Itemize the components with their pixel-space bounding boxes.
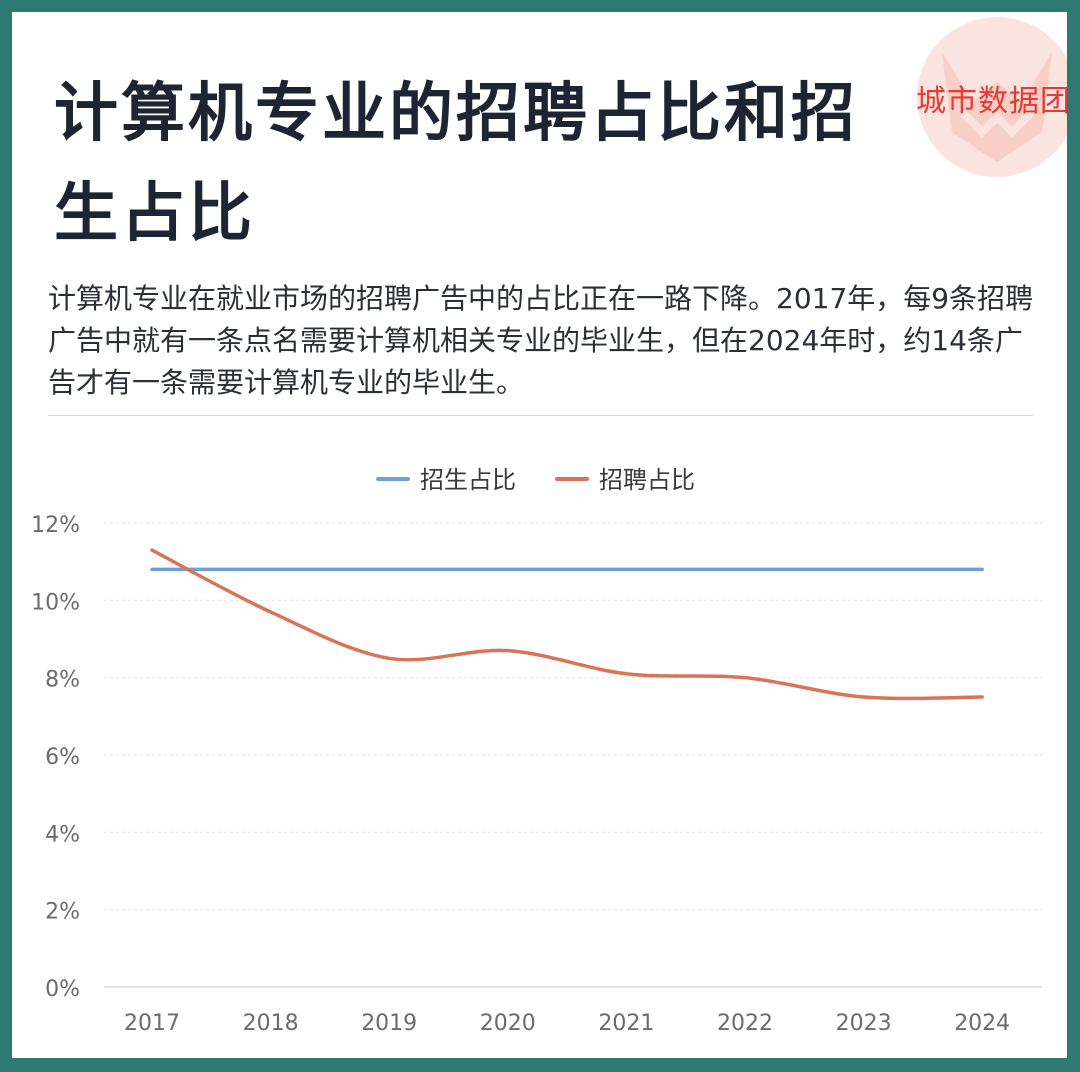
y-tick-label: 2% <box>45 900 80 925</box>
fox-logo-icon <box>917 17 1067 177</box>
chart-grid <box>104 522 1042 988</box>
y-tick-label: 6% <box>45 745 80 770</box>
chart-series <box>150 548 984 701</box>
legend-label: 招生占比 <box>420 466 516 494</box>
x-tick-label: 2020 <box>480 1011 536 1036</box>
page-title: 计算机专业的招聘占比和招生占比 <box>54 77 858 251</box>
x-tick-label: 2024 <box>954 1011 1010 1036</box>
x-tick-label: 2021 <box>598 1011 654 1036</box>
y-tick-label: 10% <box>31 590 80 615</box>
x-axis: 2017 2018 2019 2020 2021 2022 2023 2024 <box>124 1011 1010 1036</box>
y-axis: 0% 2% 4% 6% 8% 10% 12% <box>31 513 80 1002</box>
y-tick-label: 4% <box>45 822 80 847</box>
line-chart: 招生占比 招聘占比 0%2%4%6%8%10%12% 2017 2018 2019 20… <box>31 466 1042 1036</box>
x-tick-label: 2018 <box>243 1011 299 1036</box>
infographic-card: 城市数据团 计算机专业的招聘占比和招生占比 计算机专业在就业市场的招聘广告中的占… <box>12 12 1067 1058</box>
y-tick-label: 12% <box>31 513 80 538</box>
x-tick-label: 2022 <box>717 1011 773 1036</box>
divider <box>48 415 1033 416</box>
y-tick-label: 0% <box>45 977 80 1002</box>
y-tick-label: 8% <box>45 668 80 693</box>
series-line-recruitment <box>150 548 984 701</box>
brand-label: 城市数据团 <box>916 84 1067 119</box>
x-tick-label: 2017 <box>124 1011 180 1036</box>
x-tick-label: 2023 <box>836 1011 892 1036</box>
legend-label: 招聘占比 <box>599 466 695 494</box>
description-text: 计算机专业在就业市场的招聘广告中的占比正在一路下降。2017年，每9条招聘广告中… <box>48 282 1034 399</box>
x-tick-label: 2019 <box>361 1011 417 1036</box>
chart-legend: 招生占比 招聘占比 <box>376 466 695 494</box>
